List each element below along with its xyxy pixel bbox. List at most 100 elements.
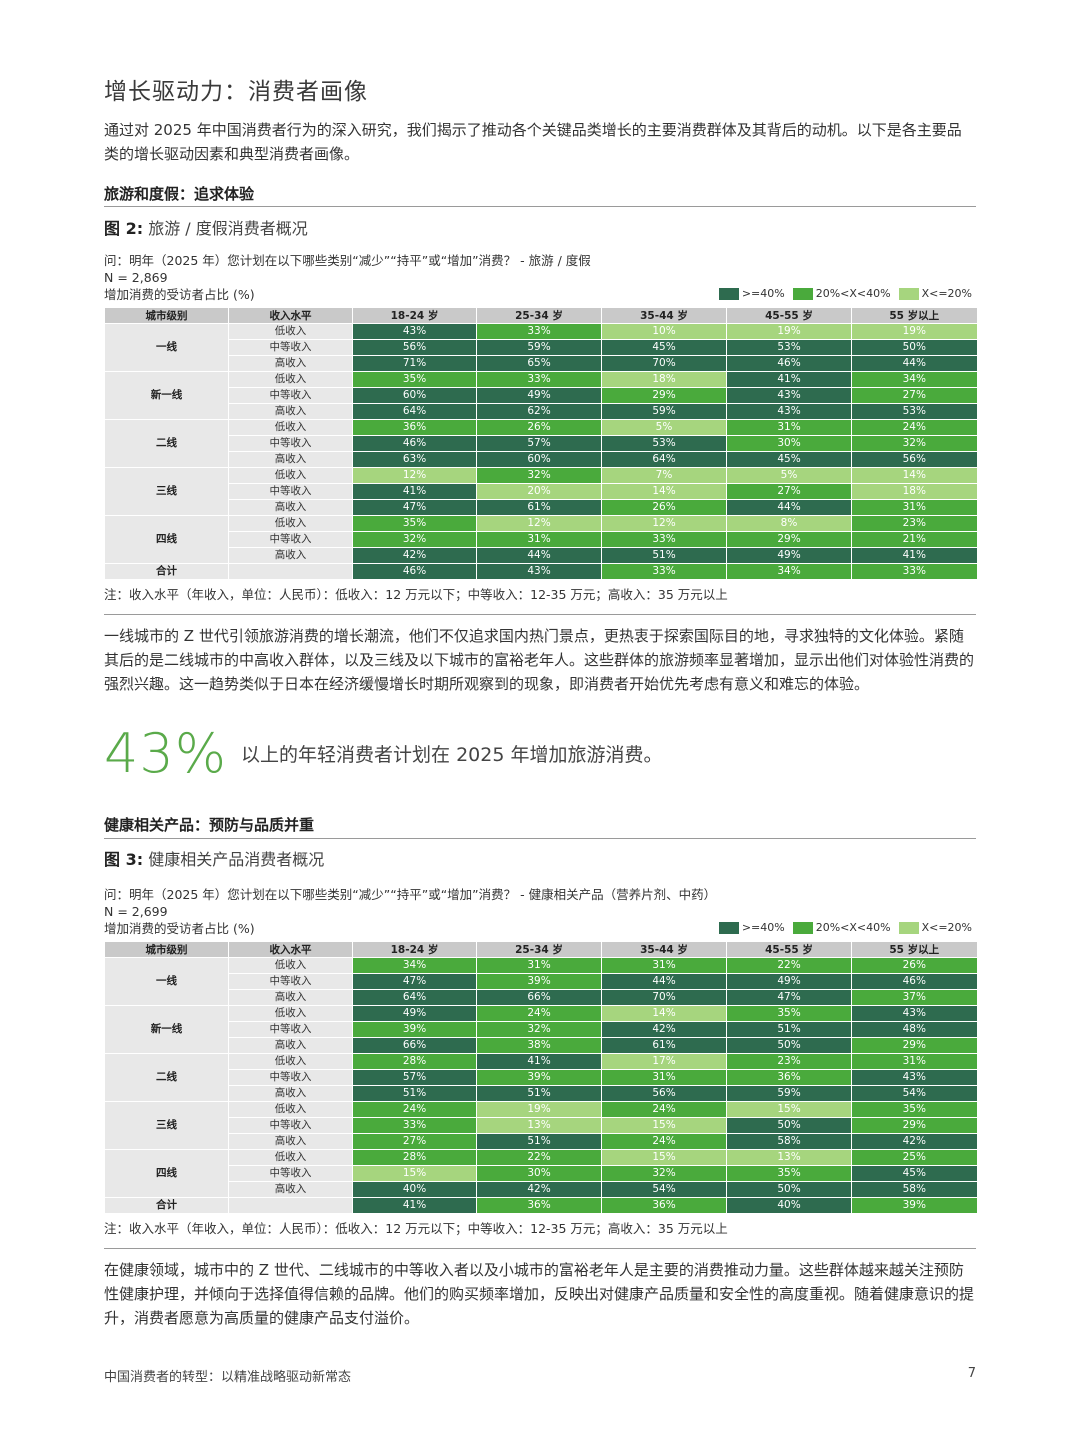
heatmap-cell: 31% bbox=[476, 957, 602, 974]
table-row: 中等收入 46% 57% 53% 30% 32% bbox=[105, 435, 977, 452]
stat-text: 以上的年轻消费者计划在 2025 年增加旅游消费。 bbox=[241, 744, 663, 766]
heatmap-cell: 28% bbox=[352, 1149, 477, 1166]
divider bbox=[104, 206, 976, 207]
income-level-cell: 低收入 bbox=[228, 1053, 353, 1070]
heatmap-cell: 14% bbox=[851, 467, 977, 484]
table-row: 高收入 47% 61% 26% 44% 31% bbox=[105, 499, 977, 516]
heatmap-cell: 24% bbox=[851, 419, 977, 436]
income-level-cell: 中等收入 bbox=[228, 973, 353, 990]
heatmap-cell: 33% bbox=[476, 323, 602, 340]
heatmap-cell: 44% bbox=[476, 547, 602, 564]
heatmap-cell: 49% bbox=[726, 547, 852, 564]
income-level-cell: 中等收入 bbox=[228, 531, 353, 548]
heatmap-total-cell: 46% bbox=[352, 563, 477, 580]
heatmap-cell: 34% bbox=[851, 371, 977, 388]
heatmap-cell: 41% bbox=[726, 371, 852, 388]
heatmap-total-cell: 43% bbox=[476, 563, 602, 580]
table-row: 高收入 64% 62% 59% 43% 53% bbox=[105, 403, 977, 420]
heatmap-cell: 53% bbox=[601, 435, 727, 452]
heatmap-cell: 43% bbox=[851, 1005, 977, 1022]
legend-swatch-mid bbox=[792, 287, 813, 300]
heatmap-cell: 59% bbox=[476, 339, 602, 356]
total-row: 合计 46% 43% 33% 34% 33% bbox=[104, 563, 977, 580]
heatmap-cell: 31% bbox=[851, 499, 977, 516]
legend-label: X<=20% bbox=[921, 287, 972, 300]
heatmap-cell: 31% bbox=[851, 1053, 977, 1070]
stat-number: 43% bbox=[104, 722, 228, 785]
heatmap-cell: 35% bbox=[352, 371, 477, 388]
column-header: 城市级别 bbox=[104, 942, 229, 958]
heatmap-cell: 51% bbox=[601, 547, 727, 564]
income-level-cell: 中等收入 bbox=[228, 1021, 353, 1038]
heatmap-cell: 43% bbox=[726, 387, 852, 404]
table-row: 中等收入 39% 32% 42% 51% 48% bbox=[105, 1021, 977, 1038]
income-level-cell: 高收入 bbox=[228, 1133, 353, 1150]
heatmap-cell: 35% bbox=[726, 1165, 852, 1182]
legend-low: X<=20% bbox=[898, 287, 972, 300]
city-tier-cell: 四线 bbox=[104, 1149, 229, 1198]
heatmap-cell: 33% bbox=[476, 371, 602, 388]
heatmap-cell: 63% bbox=[352, 451, 477, 468]
intro-paragraph: 通过对 2025 年中国消费者行为的深入研究，我们揭示了推动各个关键品类增长的主… bbox=[104, 121, 962, 163]
question-text: 问：明年（2025 年）您计划在以下哪些类别“减少”“持平”或“增加”消费？ -… bbox=[104, 253, 591, 268]
heatmap-cell: 12% bbox=[601, 515, 727, 532]
table-note: 注：收入水平（年收入，单位：人民币）：低收入：12 万元以下；中等收入：12-3… bbox=[104, 587, 728, 602]
heatmap-cell: 53% bbox=[851, 403, 977, 420]
heatmap-cell: 51% bbox=[352, 1085, 477, 1102]
heatmap-cell: 51% bbox=[726, 1021, 852, 1038]
table-row: 高收入 63% 60% 64% 45% 56% bbox=[105, 451, 977, 468]
table-note: 注：收入水平（年收入，单位：人民币）：低收入：12 万元以下；中等收入：12-3… bbox=[104, 1221, 728, 1236]
table-row: 三线 低收入 24% 19% 24% 15% 35% bbox=[104, 1101, 977, 1150]
heatmap-cell: 61% bbox=[476, 499, 602, 516]
sample-size: N = 2,869 bbox=[104, 270, 168, 285]
heatmap-cell: 50% bbox=[851, 339, 977, 356]
figure-label: 图 2: bbox=[104, 219, 144, 238]
income-level-cell: 低收入 bbox=[228, 1005, 353, 1022]
heatmap-cell: 48% bbox=[851, 1021, 977, 1038]
heatmap-total-cell: 41% bbox=[352, 1197, 477, 1214]
legend-high: >=40% bbox=[718, 921, 785, 934]
income-level-cell: 高收入 bbox=[228, 989, 353, 1006]
heatmap-cell: 47% bbox=[352, 973, 477, 990]
heatmap-cell: 32% bbox=[601, 1165, 727, 1182]
heatmap-cell: 24% bbox=[476, 1005, 602, 1022]
heatmap-cell: 31% bbox=[601, 1069, 727, 1086]
city-tier-cell: 新一线 bbox=[104, 371, 229, 420]
legend-mid: 20%<X<40% bbox=[792, 287, 891, 300]
heatmap-cell: 42% bbox=[601, 1021, 727, 1038]
heatmap-cell: 21% bbox=[851, 531, 977, 548]
column-header: 45-55 岁 bbox=[726, 942, 852, 958]
heatmap-total-cell: 36% bbox=[601, 1197, 727, 1214]
column-header: 收入水平 bbox=[228, 942, 353, 958]
heatmap-cell: 42% bbox=[352, 547, 477, 564]
legend-label: >=40% bbox=[741, 287, 785, 300]
legend-mid: 20%<X<40% bbox=[792, 921, 891, 934]
table-header-row: 城市级别 收入水平 18-24 岁 25-34 岁 35-44 岁 45-55 岁 55 岁… bbox=[104, 308, 977, 324]
table-row: 四线 低收入 35% 12% 12% 8% 23% bbox=[104, 515, 977, 564]
heatmap-cell: 26% bbox=[601, 499, 727, 516]
heatmap-cell: 43% bbox=[352, 323, 477, 340]
heatmap-cell: 24% bbox=[601, 1101, 727, 1118]
heatmap-cell: 43% bbox=[851, 1069, 977, 1086]
heatmap-cell: 24% bbox=[601, 1133, 727, 1150]
heatmap-cell: 10% bbox=[601, 323, 727, 340]
column-header: 45-55 岁 bbox=[726, 308, 852, 324]
heatmap-cell: 36% bbox=[352, 419, 477, 436]
heatmap-cell: 57% bbox=[476, 435, 602, 452]
heatmap-cell: 60% bbox=[476, 451, 602, 468]
income-level-cell: 低收入 bbox=[228, 371, 353, 388]
legend-label: 20%<X<40% bbox=[815, 921, 891, 934]
table-row: 高收入 27% 51% 24% 58% 42% bbox=[105, 1133, 977, 1150]
income-level-cell: 高收入 bbox=[228, 1085, 353, 1102]
heatmap-cell: 29% bbox=[851, 1037, 977, 1054]
column-header: 收入水平 bbox=[228, 308, 353, 324]
heatmap-cell: 31% bbox=[476, 531, 602, 548]
legend: >=40% 20%<X<40% X<=20% bbox=[718, 287, 972, 300]
heatmap-cell: 41% bbox=[352, 483, 477, 500]
income-level-cell: 高收入 bbox=[228, 355, 353, 372]
heatmap-cell: 7% bbox=[601, 467, 727, 484]
heatmap-cell: 45% bbox=[726, 451, 852, 468]
heatmap-cell: 50% bbox=[726, 1117, 852, 1134]
heatmap-cell: 47% bbox=[726, 989, 852, 1006]
figure-2-title: 图 2: 旅游 / 度假消费者概况 bbox=[104, 215, 308, 239]
